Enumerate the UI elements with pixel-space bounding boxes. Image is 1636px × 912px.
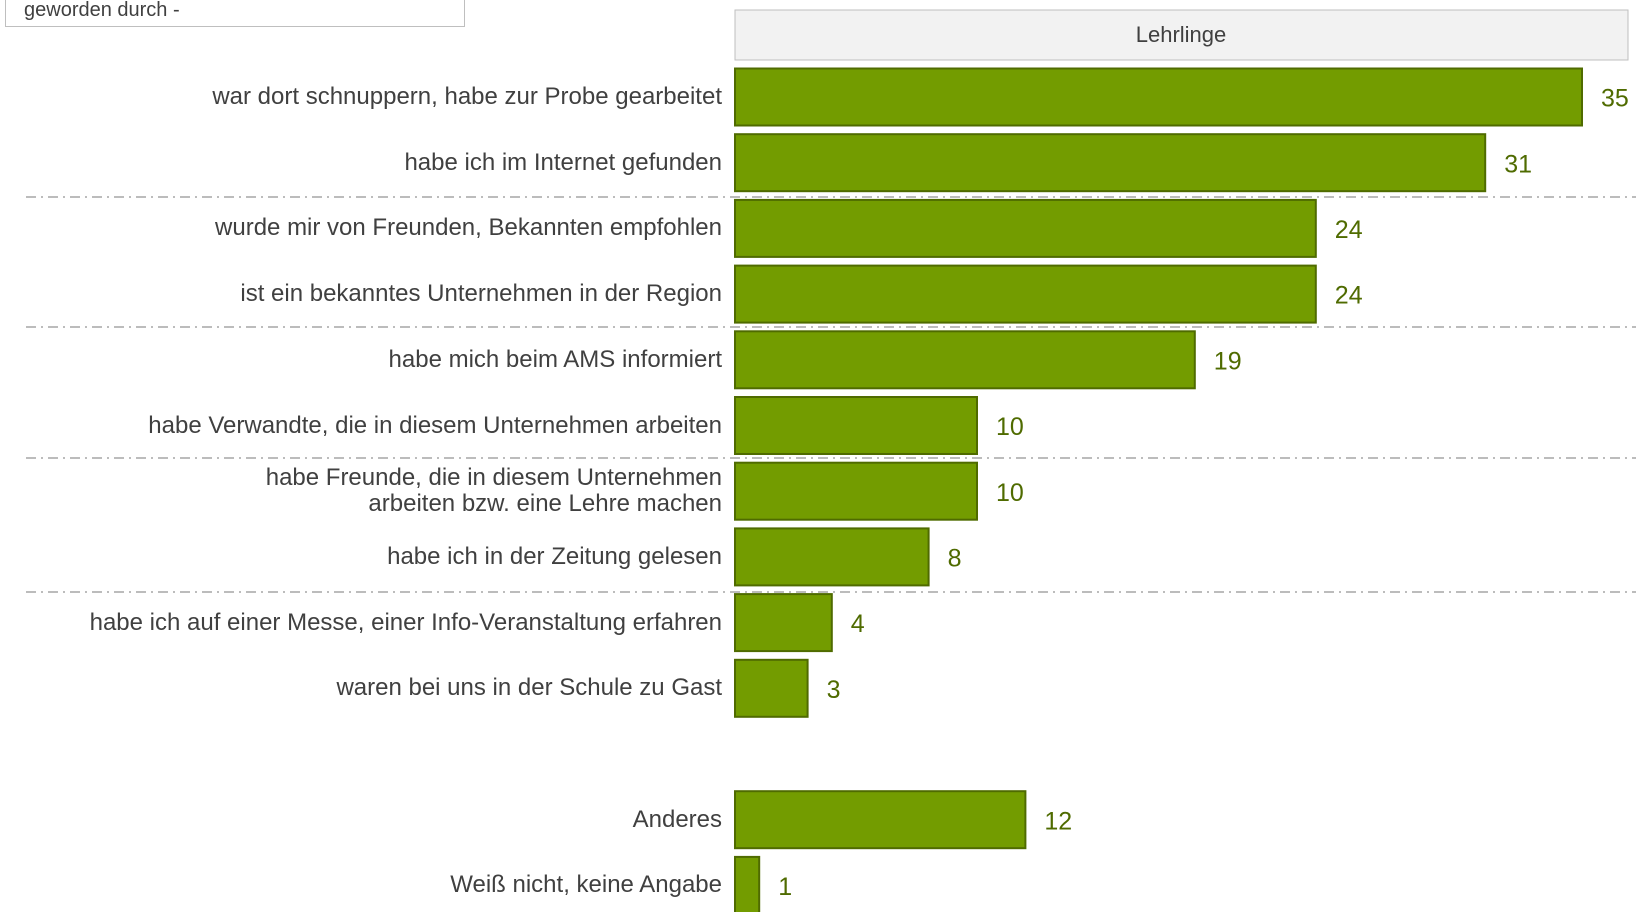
- value-label: 19: [1214, 347, 1242, 375]
- bar: [734, 658, 809, 718]
- category-label: Anderes: [632, 805, 722, 833]
- bar: [734, 396, 978, 455]
- bar: [734, 527, 930, 587]
- value-label: 8: [948, 545, 962, 573]
- category-label: habe Freunde, die in diesem Unternehmen …: [265, 464, 722, 518]
- value-label: 35: [1601, 85, 1629, 113]
- bar: [734, 264, 1317, 324]
- bar: [734, 593, 833, 653]
- bar: [734, 330, 1196, 390]
- bar: [734, 461, 978, 521]
- value-label: 12: [1044, 807, 1072, 835]
- category-label: habe Verwandte, die in diesem Unternehme…: [148, 411, 722, 439]
- value-label: 4: [851, 610, 865, 638]
- value-label: 24: [1335, 216, 1363, 244]
- category-label: habe ich im Internet gefunden: [404, 148, 722, 176]
- value-label: 10: [996, 479, 1024, 507]
- question-box: geworden durch -: [5, 0, 465, 27]
- panel-header: [734, 9, 1629, 61]
- value-label: 10: [996, 413, 1024, 441]
- bar: [734, 790, 1027, 850]
- value-label: 3: [827, 676, 841, 704]
- bar: [734, 855, 761, 912]
- category-label: habe mich beim AMS informiert: [388, 345, 722, 373]
- bar: [734, 133, 1487, 193]
- category-label: wurde mir von Freunden, Bekannten empfoh…: [215, 214, 722, 242]
- category-label: habe ich in der Zeitung gelesen: [387, 542, 722, 570]
- value-label: 31: [1504, 150, 1532, 178]
- value-label: 24: [1335, 282, 1363, 310]
- value-label: 1: [778, 873, 792, 901]
- category-label: waren bei uns in der Schule zu Gast: [336, 674, 722, 702]
- bar: [734, 67, 1583, 127]
- category-label: ist ein bekanntes Unternehmen in der Reg…: [240, 280, 722, 308]
- bar: [734, 198, 1317, 258]
- category-label: Weiß nicht, keine Angabe: [450, 871, 722, 899]
- category-label: habe ich auf einer Messe, einer Info-Ver…: [89, 608, 722, 636]
- panel-title: Lehrlinge: [1136, 22, 1227, 47]
- separators: [26, 196, 1636, 593]
- category-label: war dort schnuppern, habe zur Probe gear…: [212, 83, 722, 110]
